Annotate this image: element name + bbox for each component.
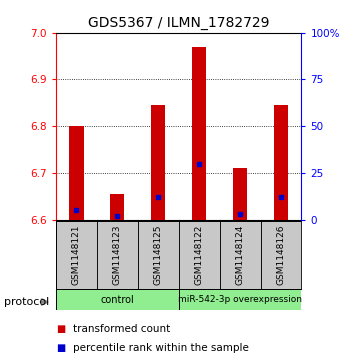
Bar (192, 47, 206, 220)
Text: miR-542-3p overexpression: miR-542-3p overexpression (178, 295, 302, 304)
Bar (97, 221, 138, 289)
Bar (261, 221, 301, 289)
Text: GSM1148124: GSM1148124 (236, 225, 244, 285)
Bar (138, 221, 179, 289)
Text: percentile rank within the sample: percentile rank within the sample (73, 343, 249, 354)
Text: GSM1148122: GSM1148122 (195, 225, 204, 285)
Text: GSM1148121: GSM1148121 (72, 225, 81, 285)
Text: ■: ■ (56, 343, 65, 354)
Text: ■: ■ (56, 323, 65, 334)
Bar (179, 221, 219, 289)
Text: GSM1148123: GSM1148123 (113, 225, 122, 285)
Bar (233, 168, 247, 220)
Bar (179, 289, 301, 310)
Text: protocol: protocol (4, 297, 49, 307)
Bar (151, 105, 165, 220)
Bar (56, 221, 97, 289)
Bar (110, 194, 125, 220)
Text: GSM1148125: GSM1148125 (154, 225, 163, 285)
Text: control: control (100, 295, 134, 305)
Text: GSM1148126: GSM1148126 (277, 225, 286, 285)
Bar (56, 289, 179, 310)
Bar (69, 126, 83, 220)
Title: GDS5367 / ILMN_1782729: GDS5367 / ILMN_1782729 (88, 16, 269, 30)
Bar (219, 221, 261, 289)
Bar (274, 105, 288, 220)
Text: transformed count: transformed count (73, 323, 170, 334)
